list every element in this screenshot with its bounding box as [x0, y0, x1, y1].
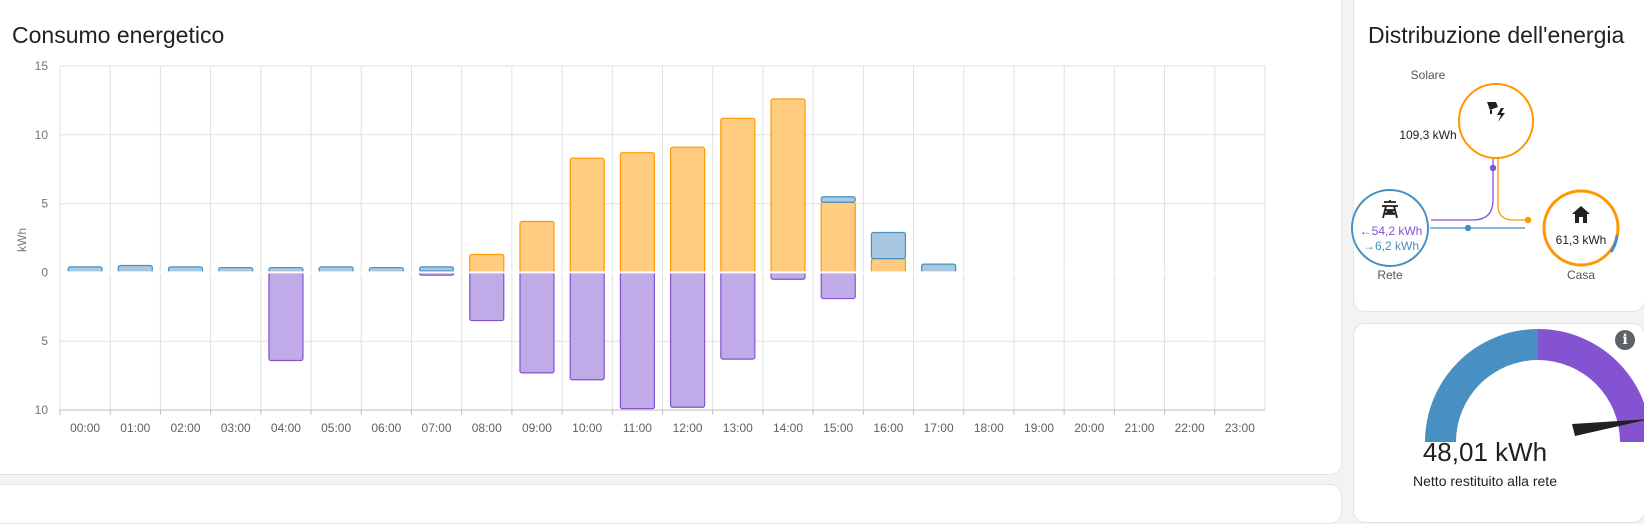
bar-series-2	[720, 271, 756, 360]
bar-series-0	[870, 258, 907, 274]
bar-series-1	[117, 264, 153, 273]
solar-to-grid-flow	[1431, 158, 1494, 221]
home-flow-dot	[1464, 224, 1472, 232]
bar-series-2	[770, 271, 806, 280]
solar-home-flow-dot	[1524, 216, 1532, 224]
y-tick-label: 0	[41, 265, 48, 279]
bar-series-2	[469, 271, 505, 322]
gauge-value: 48,01 kWh	[1422, 437, 1548, 467]
bottom-card	[0, 484, 1342, 524]
x-tick-label: 00:00	[70, 421, 100, 435]
solar-node[interactable]	[1458, 83, 1534, 159]
x-tick-label: 17:00	[924, 421, 954, 435]
x-tick-label: 22:00	[1175, 421, 1205, 435]
info-icon[interactable]: i	[1615, 330, 1635, 350]
bar-series-0	[569, 157, 605, 274]
home-value: 61,3 kWh	[1555, 233, 1607, 247]
grid-export-value: →6,2 kWh	[1362, 239, 1419, 253]
bar-series-2	[670, 271, 706, 408]
home-node[interactable]	[1542, 189, 1620, 267]
consumption-card-title: Consumo energetico	[12, 22, 225, 48]
solar-to-home-flow	[1497, 158, 1531, 221]
y-tick-label: 15	[35, 59, 49, 73]
x-tick-label: 13:00	[723, 421, 753, 435]
energy-usage-chart[interactable]: 15 10 5 0 5 10 00:00 01:00 02:00 03:00 04:00 05:00 0…	[0, 0, 1300, 450]
grid-node[interactable]	[1351, 189, 1429, 267]
x-tick-label: 05:00	[321, 421, 351, 435]
x-tick-label: 01:00	[120, 421, 150, 435]
distribution-card-title: Distribuzione dell'energia	[1368, 22, 1625, 48]
grid-net-gauge	[1425, 329, 1644, 442]
bar-series-0	[720, 117, 756, 274]
solar-label: Solare	[1410, 68, 1446, 82]
bar-series-2	[519, 271, 555, 374]
x-tick-label: 06:00	[371, 421, 401, 435]
energy-distribution-diagram	[1351, 83, 1620, 267]
gauge-label: Netto restituito alla rete	[1413, 473, 1557, 489]
arrow-right-icon: →	[1362, 239, 1375, 253]
x-tick-label: 08:00	[472, 421, 502, 435]
x-tick-label: 03:00	[221, 421, 251, 435]
arrow-left-icon: ←	[1359, 224, 1372, 238]
x-tick-label: 16:00	[873, 421, 903, 435]
x-tick-label: 04:00	[271, 421, 301, 435]
transmission-tower-icon	[1382, 200, 1398, 219]
x-tick-label: 12:00	[673, 421, 703, 435]
solar-power-icon	[1487, 102, 1505, 122]
y-tick-label: 5	[41, 197, 48, 211]
solar-value: 109,3 kWh	[1399, 128, 1457, 142]
x-tick-label: 15:00	[823, 421, 853, 435]
x-tick-label: 14:00	[773, 421, 803, 435]
chart-axes: 15 10 5 0 5 10 00:00 01:00 02:00 03:00 04:00 05:00 0…	[35, 59, 1265, 435]
y-tick-label: 10	[35, 403, 49, 417]
bar-series-1	[820, 196, 856, 203]
solar-flow-dot	[1489, 164, 1497, 172]
x-tick-label: 21:00	[1124, 421, 1154, 435]
bar-series-0	[770, 98, 806, 274]
bar-series-0	[519, 220, 555, 274]
bar-series-1	[921, 263, 957, 274]
bar-series-0	[820, 201, 856, 274]
x-tick-label: 02:00	[171, 421, 201, 435]
gauge-consumed-arc	[1425, 329, 1538, 442]
x-tick-label: 20:00	[1074, 421, 1104, 435]
home-icon	[1572, 206, 1590, 223]
x-tick-label: 07:00	[422, 421, 452, 435]
y-tick-label: 5	[41, 334, 48, 348]
bar-series-0	[670, 146, 706, 274]
home-ring-grid-segment	[1609, 234, 1619, 253]
bar-series-2	[619, 271, 655, 410]
y-tick-label: 10	[35, 128, 49, 142]
x-tick-label: 11:00	[623, 421, 652, 435]
y-axis-label: kWh	[15, 228, 29, 252]
x-tick-label: 19:00	[1024, 421, 1054, 435]
gauge-needle	[1572, 419, 1644, 436]
bar-series-1	[870, 231, 907, 260]
bar-series-2	[268, 271, 304, 362]
home-label: Casa	[1566, 268, 1595, 282]
x-tick-label: 23:00	[1225, 421, 1255, 435]
bar-series-0	[619, 152, 655, 274]
gauge-returned-arc	[1538, 329, 1644, 442]
chart-grid	[59, 65, 1266, 411]
bar-series-2	[569, 271, 605, 381]
x-tick-label: 10:00	[572, 421, 602, 435]
x-tick-label: 09:00	[522, 421, 552, 435]
bar-series-2	[820, 271, 856, 300]
bar-series-1	[418, 266, 455, 272]
bar-series-0	[469, 253, 505, 273]
grid-import-value: ←54,2 kWh	[1359, 224, 1423, 238]
x-tick-label: 18:00	[974, 421, 1004, 435]
grid-label: Rete	[1377, 268, 1403, 282]
